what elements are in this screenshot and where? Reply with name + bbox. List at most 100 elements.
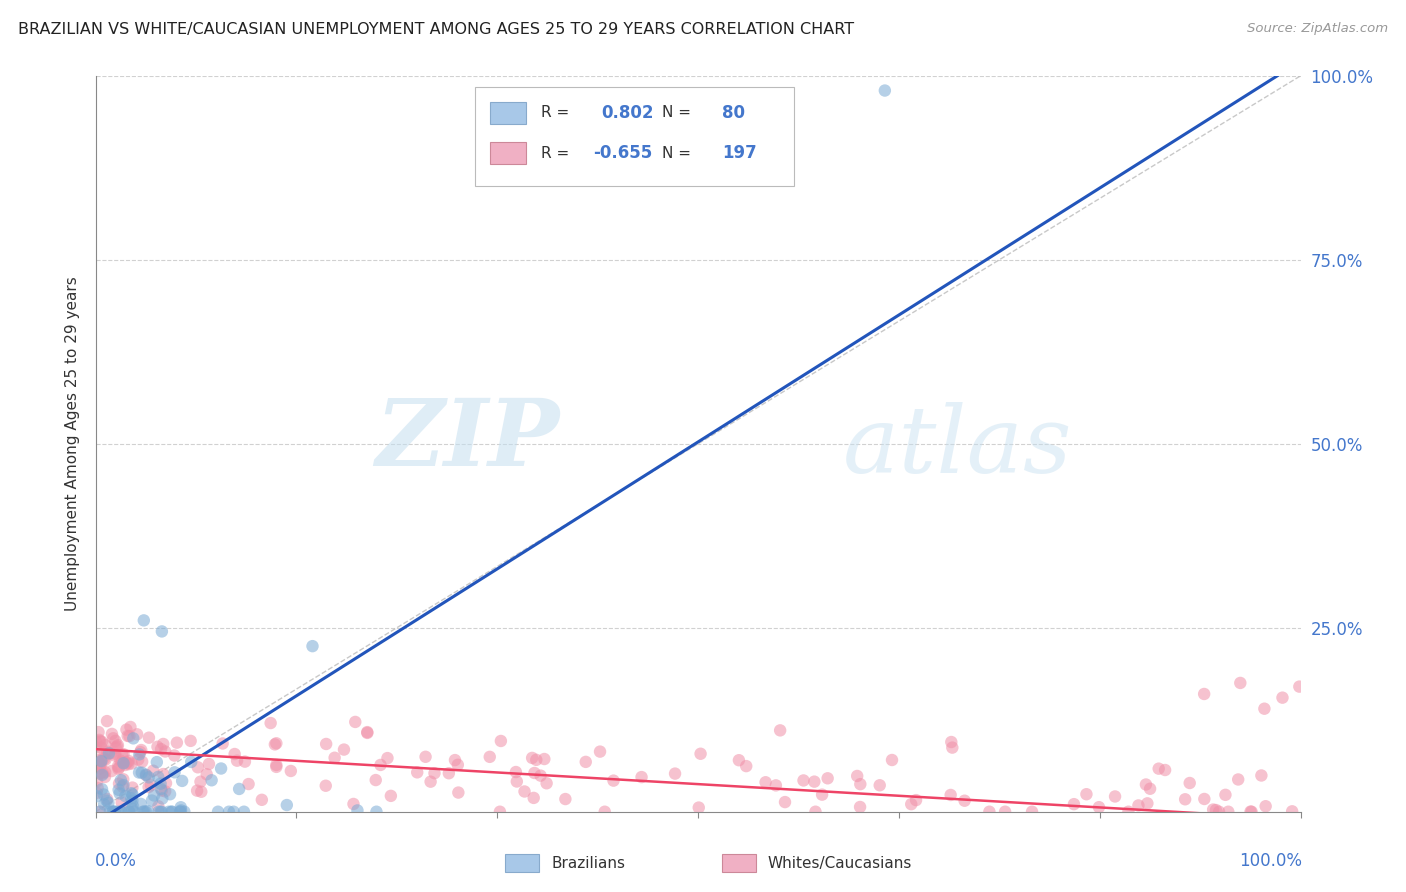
Point xyxy=(89,732,111,747)
Point xyxy=(108,777,131,791)
Point xyxy=(115,756,138,770)
Point xyxy=(520,751,543,765)
Point xyxy=(315,737,337,751)
Point xyxy=(346,804,368,818)
Point xyxy=(1240,805,1263,819)
Point xyxy=(366,805,388,819)
Point xyxy=(803,774,825,789)
Point xyxy=(817,772,839,786)
Point xyxy=(114,758,136,772)
Point xyxy=(117,757,139,772)
Point xyxy=(941,735,963,749)
Point xyxy=(93,752,115,766)
Point xyxy=(1254,799,1277,814)
Bar xyxy=(489,102,526,124)
Point xyxy=(86,789,108,804)
Point xyxy=(111,755,134,769)
Point xyxy=(143,789,166,803)
Point xyxy=(98,805,121,819)
Point xyxy=(89,766,111,780)
Point xyxy=(127,753,149,767)
Point xyxy=(86,780,108,795)
Point xyxy=(1239,805,1261,819)
Point xyxy=(104,740,127,755)
Point xyxy=(533,752,555,766)
Point xyxy=(1253,701,1275,715)
Point xyxy=(811,788,834,802)
Point xyxy=(513,784,536,798)
Point xyxy=(132,805,155,819)
Point xyxy=(150,783,173,797)
Point xyxy=(280,764,302,778)
Point xyxy=(201,773,224,788)
Point xyxy=(1154,763,1177,777)
Point xyxy=(163,748,186,763)
Point xyxy=(198,756,221,771)
Point xyxy=(276,798,298,813)
Point xyxy=(105,739,128,754)
Point xyxy=(1118,805,1140,819)
Point xyxy=(259,716,281,731)
Point xyxy=(150,805,173,819)
Point xyxy=(93,749,115,764)
Point xyxy=(103,805,125,819)
Point xyxy=(84,734,107,748)
Point xyxy=(101,727,124,741)
Point xyxy=(900,797,922,812)
Y-axis label: Unemployment Among Ages 25 to 29 years: Unemployment Among Ages 25 to 29 years xyxy=(65,277,80,611)
Point xyxy=(170,804,193,818)
Point xyxy=(96,714,118,728)
Point xyxy=(121,756,143,771)
Point xyxy=(437,766,460,780)
Point xyxy=(169,805,191,819)
Point xyxy=(224,747,246,761)
Point xyxy=(122,805,145,819)
Point xyxy=(103,731,125,746)
Point xyxy=(91,768,114,782)
Point xyxy=(846,769,869,783)
Point xyxy=(138,731,160,745)
Point xyxy=(1139,781,1161,796)
Point xyxy=(135,805,157,819)
Point xyxy=(110,805,132,819)
Point xyxy=(1021,805,1043,819)
Point xyxy=(96,794,118,808)
Point xyxy=(180,734,202,748)
Point xyxy=(1229,676,1251,690)
Point xyxy=(150,791,173,805)
Point xyxy=(107,738,129,752)
Point xyxy=(94,765,117,780)
Text: 100.0%: 100.0% xyxy=(1239,852,1302,871)
Point xyxy=(128,747,150,762)
Point xyxy=(869,778,891,792)
Point xyxy=(111,780,134,794)
Point xyxy=(121,794,143,808)
Point xyxy=(97,747,120,761)
Point xyxy=(630,770,652,784)
Point xyxy=(118,805,141,819)
Point xyxy=(135,768,157,782)
Point xyxy=(444,753,467,767)
Point xyxy=(90,757,112,772)
Bar xyxy=(489,142,526,164)
Point xyxy=(107,805,129,819)
Point xyxy=(804,805,827,819)
Point xyxy=(104,747,127,761)
Point xyxy=(87,753,110,767)
Point xyxy=(792,773,814,788)
Text: BRAZILIAN VS WHITE/CAUCASIAN UNEMPLOYMENT AMONG AGES 25 TO 29 YEARS CORRELATION : BRAZILIAN VS WHITE/CAUCASIAN UNEMPLOYMEN… xyxy=(18,22,855,37)
Point xyxy=(1208,805,1230,819)
Point xyxy=(86,756,108,771)
Point xyxy=(1205,803,1227,817)
Point xyxy=(118,729,141,743)
Point xyxy=(233,805,256,819)
Point xyxy=(139,778,162,792)
Point xyxy=(121,802,143,816)
Point xyxy=(135,768,157,782)
Point xyxy=(664,766,686,780)
Point xyxy=(377,751,399,765)
Point xyxy=(735,759,758,773)
Point xyxy=(112,747,135,762)
Point xyxy=(342,797,364,811)
Point xyxy=(136,804,159,818)
